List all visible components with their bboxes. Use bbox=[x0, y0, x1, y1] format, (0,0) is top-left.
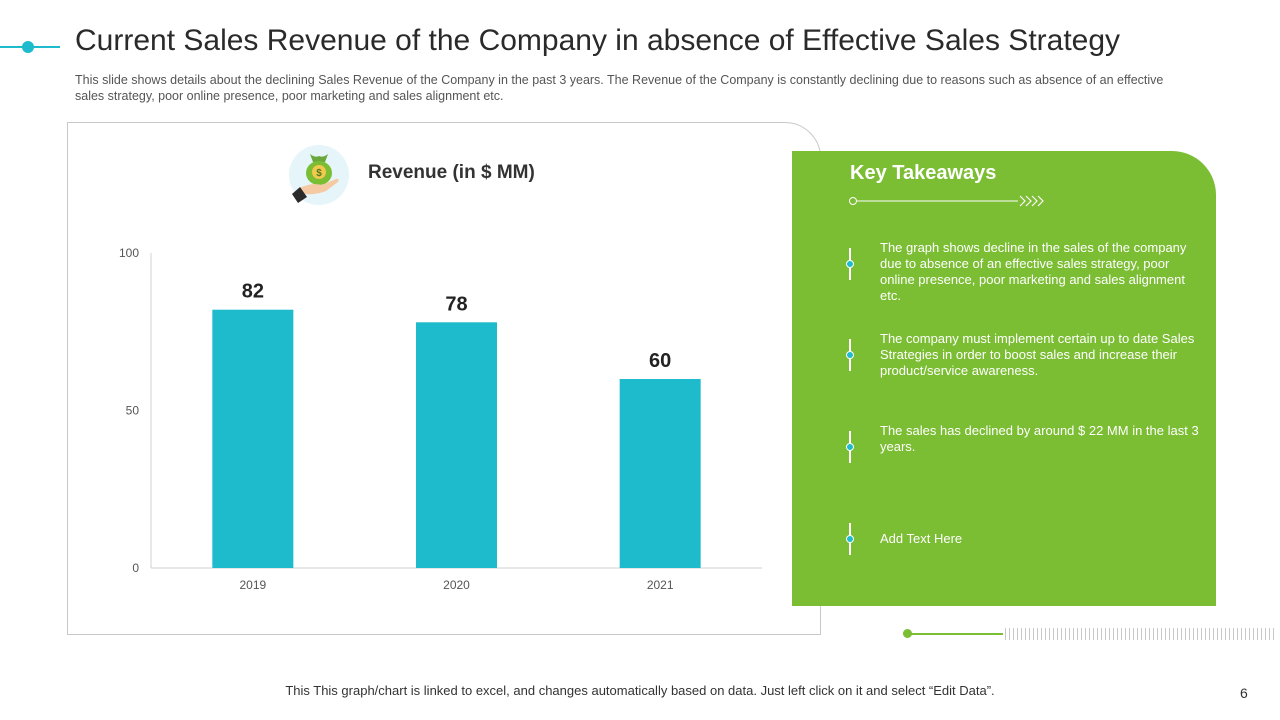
x-tick-label: 2020 bbox=[443, 578, 470, 592]
x-tick-label: 2019 bbox=[239, 578, 266, 592]
key-takeaways-panel bbox=[792, 151, 1216, 606]
data-label: 60 bbox=[649, 350, 671, 372]
decorative-dot bbox=[903, 629, 912, 638]
page-subtitle: This slide shows details about the decli… bbox=[75, 73, 1164, 103]
bar-chart[interactable]: 0 50 100 82 2019 78 2020 60 2021 bbox=[100, 236, 780, 602]
takeaway-text[interactable]: Add Text Here bbox=[880, 531, 963, 546]
y-tick-label: 0 bbox=[132, 561, 139, 575]
takeaway-bullet-dot bbox=[846, 260, 854, 268]
data-label: 78 bbox=[445, 293, 467, 315]
x-tick-label: 2021 bbox=[647, 578, 674, 592]
takeaway-text: The sales has declined by around $ 22 MM… bbox=[880, 423, 1199, 454]
bar bbox=[212, 309, 294, 568]
page-number: 6 bbox=[1240, 685, 1248, 701]
bar bbox=[416, 322, 497, 568]
chart-title: Revenue (in $ MM) bbox=[368, 162, 535, 183]
svg-text:$: $ bbox=[316, 168, 322, 179]
takeaway-text: The graph shows decline in the sales of … bbox=[880, 240, 1187, 303]
decorative-tick-strip bbox=[1005, 628, 1277, 640]
key-takeaways-title: Key Takeaways bbox=[850, 162, 997, 184]
arrow-divider-icon bbox=[849, 195, 1044, 207]
decorative-line bbox=[908, 633, 1003, 635]
page-title: Current Sales Revenue of the Company in … bbox=[75, 24, 1121, 57]
takeaway-bullet-dot bbox=[846, 535, 854, 543]
title-accent-dot bbox=[22, 41, 34, 53]
data-label: 82 bbox=[242, 281, 264, 303]
y-tick-label: 50 bbox=[126, 404, 140, 418]
bar bbox=[619, 379, 701, 568]
footer-note: This This graph/chart is linked to excel… bbox=[285, 683, 995, 698]
takeaway-text: The company must implement certain up to… bbox=[880, 331, 1195, 378]
takeaway-bullet-dot bbox=[846, 351, 854, 359]
money-bag-hand-icon: $ bbox=[289, 145, 349, 205]
takeaway-bullet-dot bbox=[846, 443, 854, 451]
y-tick-label: 100 bbox=[119, 246, 139, 260]
